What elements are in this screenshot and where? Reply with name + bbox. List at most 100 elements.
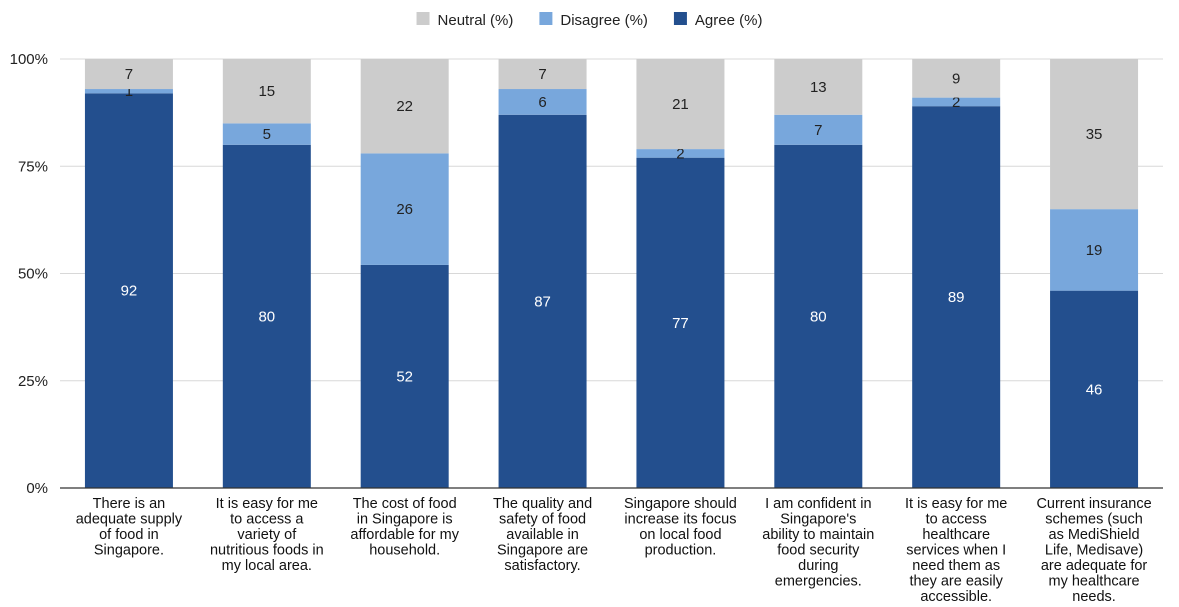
y-tick-label: 75%	[18, 158, 48, 175]
category-label-line: ability to maintain	[762, 527, 874, 543]
bar-segment-disagree	[774, 114, 863, 145]
data-label: 1	[125, 83, 133, 100]
legend-swatch	[416, 12, 430, 25]
category-label: I am confident in Singapore's ability to m…	[762, 496, 874, 590]
data-label: 19	[1086, 242, 1103, 259]
category-label-line: on local food	[639, 527, 721, 543]
category-label-line: Singapore should	[624, 496, 737, 512]
legend-swatch	[673, 12, 687, 25]
legend: Neutral (%) Disagree (%) Agree (%)	[416, 12, 763, 29]
data-label: 2	[952, 94, 960, 111]
category-label-line: during	[798, 558, 838, 574]
data-label: 26	[396, 201, 413, 218]
category-label: It is easy for me to access a variety of nu…	[210, 496, 324, 574]
y-tick-label: 100%	[10, 51, 48, 68]
data-label: 77	[672, 315, 689, 332]
category-label-line: It is easy for me	[905, 496, 1007, 512]
category-label-line: need them as	[912, 558, 1000, 574]
data-label: 21	[672, 96, 689, 113]
category-label-line: production.	[645, 543, 717, 559]
legend-label: Disagree (%)	[560, 12, 648, 29]
data-label: 87	[534, 293, 551, 310]
data-label: 15	[258, 83, 275, 100]
category-label-line: emergencies.	[775, 574, 862, 590]
category-label-line: in Singapore is	[357, 512, 453, 528]
bar-segment-agree	[912, 106, 1001, 488]
bar-segment-agree	[498, 114, 587, 489]
bar-segment-disagree	[912, 97, 1001, 107]
category-label-line: of food in	[99, 527, 159, 543]
category-label-line: they are easily	[909, 574, 1003, 590]
category-label-line: The cost of food	[353, 496, 457, 512]
bar-segment-agree	[1050, 290, 1139, 488]
bar-segment-agree	[636, 157, 725, 489]
category-label-line: safety of food	[499, 512, 586, 528]
category-label-line: satisfactory.	[504, 558, 580, 574]
category-label-line: my local area.	[222, 558, 312, 574]
data-label: 2	[676, 145, 684, 162]
y-tick-label: 50%	[18, 266, 48, 283]
bar-segment-neutral	[222, 59, 311, 124]
bar-segment-disagree	[222, 123, 311, 145]
category-label-line: food security	[777, 543, 860, 559]
data-label: 89	[948, 289, 965, 306]
category-label-line: healthcare	[922, 527, 990, 543]
category-label-line: Life, Medisave)	[1045, 543, 1143, 559]
data-label: 80	[258, 308, 275, 325]
category-label-line: affordable for my	[350, 527, 459, 543]
category-label-line: There is an	[93, 496, 166, 512]
category-label-line: Singapore are	[497, 543, 588, 559]
data-label: 6	[538, 94, 546, 111]
data-label: 80	[810, 308, 827, 325]
bar-segment-agree	[84, 93, 173, 488]
bar-segment-disagree	[1050, 209, 1139, 291]
category-label-line: It is easy for me	[216, 496, 318, 512]
bar-segment-disagree	[360, 153, 449, 265]
category-label-line: Current insurance	[1036, 496, 1151, 512]
category-label-line: to access	[926, 512, 987, 528]
data-label: 52	[396, 368, 413, 385]
legend-swatch	[539, 12, 553, 25]
bar-segment-agree	[774, 144, 863, 489]
bar-segment-agree	[360, 264, 449, 488]
category-label-line: increase its focus	[624, 512, 736, 528]
bar-segment-neutral	[774, 59, 863, 115]
bar-segment-disagree	[636, 149, 725, 158]
category-label-line: Singapore's	[780, 512, 856, 528]
data-label: 35	[1086, 126, 1103, 143]
bar-segment-disagree	[498, 89, 587, 115]
data-label: 22	[396, 98, 413, 115]
category-label: Current insurance schemes (such as MediShi…	[1036, 496, 1151, 605]
bar-segment-agree	[222, 144, 311, 489]
data-label: 46	[1086, 381, 1103, 398]
category-label-line: schemes (such	[1045, 512, 1143, 528]
category-label-line: adequate supply	[76, 512, 183, 528]
data-label: 13	[810, 79, 827, 96]
category-label-line: Singapore.	[94, 543, 164, 559]
category-label-line: services when I	[906, 543, 1006, 559]
category-label-line: my healthcare	[1049, 574, 1140, 590]
bar-segment-neutral	[636, 59, 725, 150]
bar-segment-neutral	[912, 59, 1001, 98]
data-label: 7	[538, 66, 546, 83]
category-label-line: The quality and	[493, 496, 592, 512]
category-label: There is an adequate supply of food in Sing…	[76, 496, 183, 559]
category-label-line: as MediShield	[1049, 527, 1140, 543]
category-label-line: to access a	[230, 512, 304, 528]
bar-segment-neutral	[360, 59, 449, 154]
data-label: 9	[952, 70, 960, 87]
category-label: It is easy for me to access healthcare serv…	[905, 496, 1007, 605]
category-label-line: accessible.	[920, 589, 992, 605]
x-axis: There is an adequate supply of food in Sing…	[60, 487, 1163, 605]
category-label-line: are adequate for	[1041, 558, 1148, 574]
data-label: 5	[263, 126, 271, 143]
category-label-line: nutritious foods in	[210, 543, 324, 559]
y-tick-label: 0%	[26, 480, 48, 497]
y-tick-label: 25%	[18, 373, 48, 390]
category-label: The cost of food in Singapore is affordabl…	[350, 496, 459, 559]
category-label: Singapore should increase its focus on loc…	[624, 496, 737, 559]
legend-label: Agree (%)	[695, 12, 763, 29]
legend-label: Neutral (%)	[438, 12, 514, 29]
